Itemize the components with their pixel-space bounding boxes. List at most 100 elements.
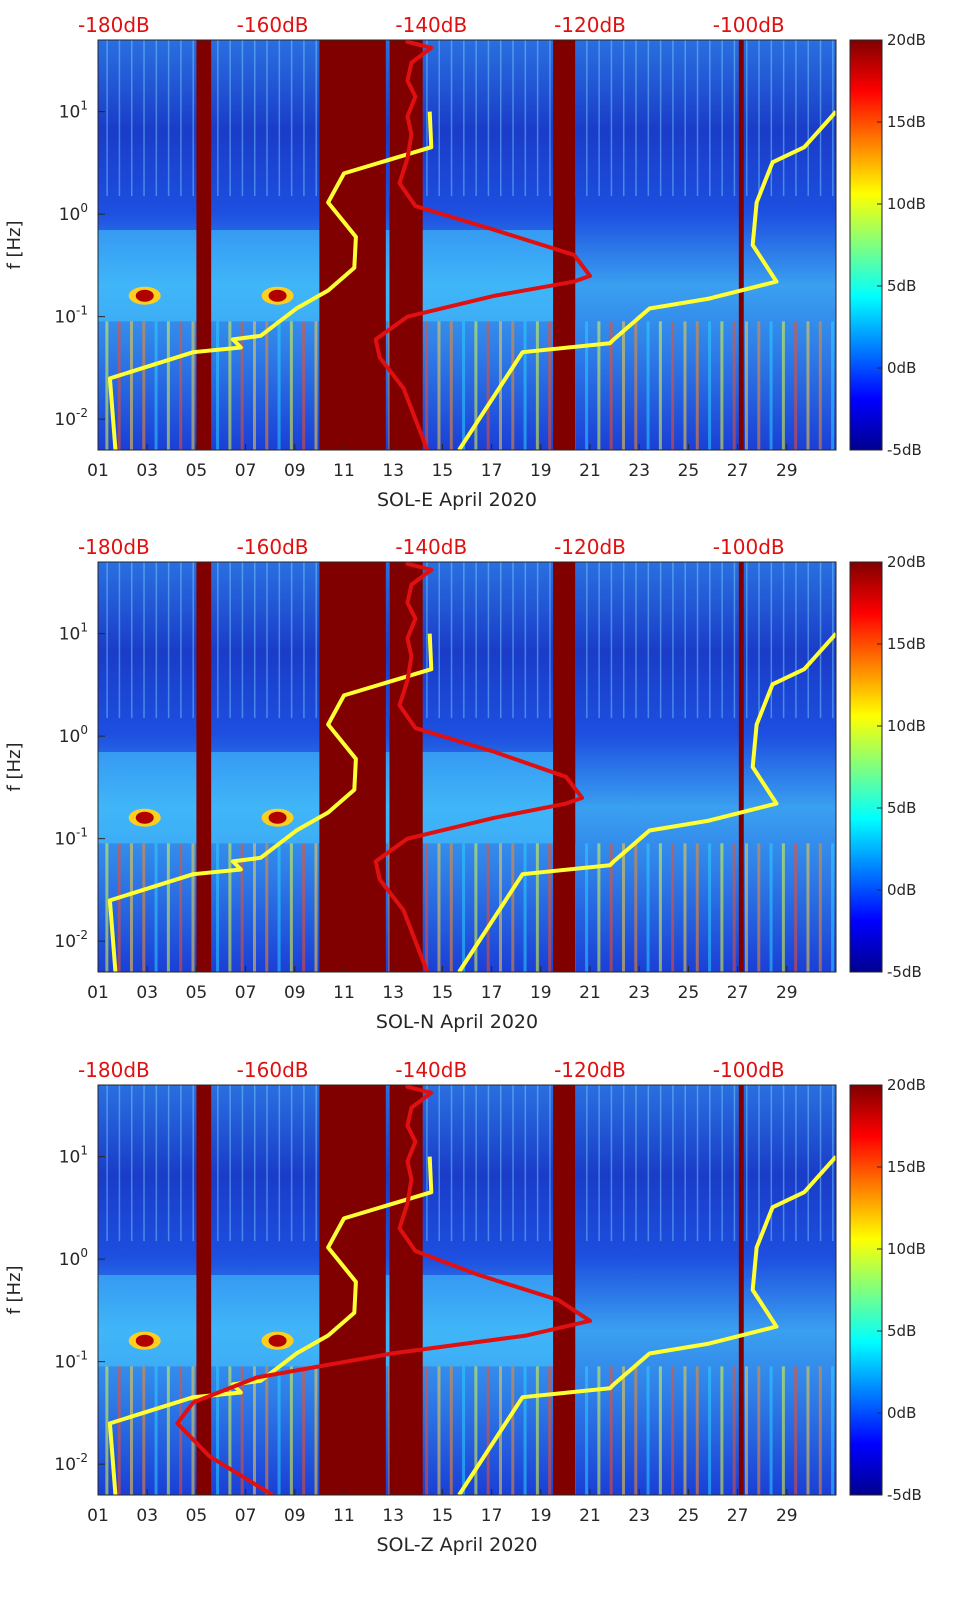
hf-stripe [253, 562, 256, 719]
noise-stripe [142, 321, 146, 450]
hf-stripe [782, 40, 785, 197]
noise-stripe [142, 1366, 146, 1495]
spectrogram-area [98, 1085, 836, 1495]
hf-stripe [635, 1085, 637, 1242]
y-tick-label: 10-2 [54, 928, 88, 952]
x-tick-label: 21 [579, 461, 601, 481]
hf-stripe [536, 1085, 539, 1242]
noise-stripe [252, 843, 256, 972]
hf-stripe [118, 40, 121, 197]
panel-1: 01 03 05 07 09 11 13 15 17 19 21 23 25 27 29 10-2 10-1 10… [4, 13, 926, 511]
noise-stripe [757, 1366, 761, 1495]
hf-stripe [303, 562, 305, 719]
hf-stripe [155, 40, 158, 197]
noise-stripe [462, 321, 466, 450]
noise-stripe [621, 843, 625, 972]
hf-stripe [426, 40, 428, 197]
colorbar-label: -5dB [887, 963, 922, 981]
noise-stripe [425, 321, 429, 450]
x-tick-label: 01 [87, 461, 109, 481]
noise-stripe [228, 321, 232, 450]
y-tick-label: 10-2 [54, 1451, 88, 1475]
hf-stripe [745, 40, 748, 197]
noise-stripe [425, 843, 429, 972]
hf-stripe [659, 1085, 662, 1242]
hf-stripe [241, 562, 244, 719]
hf-stripe [622, 40, 625, 197]
data-gap [196, 562, 212, 972]
noise-stripe [831, 321, 835, 450]
yellow-curve [107, 1156, 434, 1495]
hf-stripe [733, 1085, 736, 1242]
noise-stripe [314, 843, 318, 972]
colorbar-label: 5dB [887, 1322, 916, 1340]
x-tick-label: 27 [727, 1506, 749, 1526]
noise-stripe [166, 321, 170, 450]
colorbar-label: 10dB [887, 195, 926, 213]
yellow-curve [457, 632, 836, 972]
noise-stripe [831, 1366, 835, 1495]
hf-stripe [475, 562, 477, 719]
hf-stripe [217, 562, 219, 719]
hf-stripe [106, 1085, 108, 1242]
data-gap [389, 1085, 423, 1495]
y-tick-label: 10-1 [54, 826, 88, 850]
noise-stripe [437, 843, 441, 972]
hf-stripe [487, 1085, 490, 1242]
hf-stripe [598, 562, 600, 719]
data-gap [738, 1085, 744, 1495]
noise-stripe [671, 1366, 675, 1495]
hf-stripe [143, 40, 145, 197]
noise-stripe [597, 1366, 601, 1495]
noise-stripe [289, 321, 293, 450]
noise-stripe [154, 1366, 158, 1495]
noise-stripe [757, 843, 761, 972]
noise-stripe [658, 321, 662, 450]
hf-stripe [253, 1085, 256, 1242]
hf-stripe [745, 1085, 748, 1242]
noise-stripe [302, 843, 306, 972]
noise-stripe [191, 321, 195, 450]
x-tick-label: 05 [186, 461, 208, 481]
hf-stripe [512, 1085, 514, 1242]
noise-stripe [486, 843, 490, 972]
x-tick-label: 25 [678, 461, 700, 481]
top-axis-label: -100dB [713, 1058, 785, 1082]
axes-frame [97, 39, 837, 451]
noise-stripe [781, 321, 785, 450]
hf-stripe [536, 40, 539, 197]
top-axis-label: -180dB [78, 1058, 150, 1082]
noise-stripe [117, 321, 121, 450]
noise-stripe [105, 321, 109, 450]
noise-stripe [806, 843, 810, 972]
hf-stripe [143, 1085, 145, 1242]
yellow-curve [107, 633, 434, 972]
noise-stripe [744, 1366, 748, 1495]
noise-stripe [179, 843, 183, 972]
noise-stripe [683, 1366, 687, 1495]
hf-stripe [709, 40, 711, 197]
hf-stripe [475, 40, 477, 197]
noise-stripe [671, 321, 675, 450]
x-tick-label: 03 [136, 1506, 158, 1526]
top-axis-label: -160dB [237, 1058, 309, 1082]
noise-stripe [265, 843, 269, 972]
x-tick-label: 09 [284, 461, 306, 481]
hf-stripe [217, 40, 219, 197]
hf-stripe [524, 1085, 527, 1242]
y-tick-label: 100 [59, 723, 88, 747]
x-tick-label: 11 [333, 1506, 355, 1526]
noise-stripe [228, 843, 232, 972]
noise-stripe [806, 321, 810, 450]
x-axis-label: SOL-E April 2020 [377, 489, 537, 511]
noise-stripe [289, 843, 293, 972]
hf-stripe [499, 40, 502, 197]
noise-stripe [818, 843, 822, 972]
hot-spot [268, 289, 287, 302]
noise-stripe [191, 1366, 195, 1495]
noise-stripe [585, 1366, 589, 1495]
noise-stripe [228, 1366, 232, 1495]
data-gap [553, 562, 576, 972]
noise-stripe [117, 843, 121, 972]
hf-stripe [499, 562, 502, 719]
